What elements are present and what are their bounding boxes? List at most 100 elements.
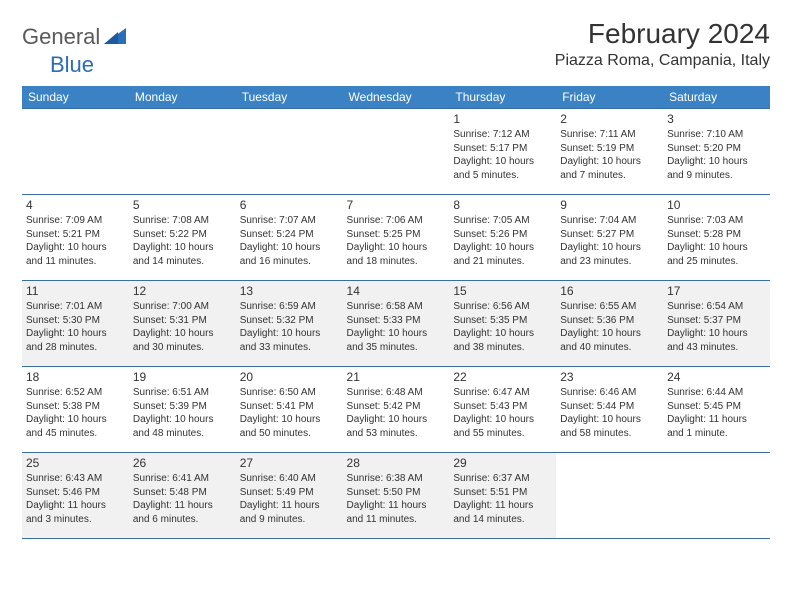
calendar-day-cell: 6 Sunrise: 7:07 AMSunset: 5:24 PMDaylight…	[236, 195, 343, 281]
day-info: Sunrise: 7:09 AMSunset: 5:21 PMDaylight:…	[26, 214, 125, 268]
day-number: 12	[133, 284, 232, 298]
calendar-table: SundayMondayTuesdayWednesdayThursdayFrid…	[22, 86, 770, 539]
calendar-empty-cell	[129, 109, 236, 195]
calendar-day-cell: 9 Sunrise: 7:04 AMSunset: 5:27 PMDaylight…	[556, 195, 663, 281]
day-info: Sunrise: 6:56 AMSunset: 5:35 PMDaylight:…	[453, 300, 552, 354]
day-number: 26	[133, 456, 232, 470]
day-number: 2	[560, 112, 659, 126]
day-info: Sunrise: 6:48 AMSunset: 5:42 PMDaylight:…	[347, 386, 446, 440]
calendar-day-cell: 25 Sunrise: 6:43 AMSunset: 5:46 PMDayligh…	[22, 453, 129, 539]
calendar-day-cell: 13 Sunrise: 6:59 AMSunset: 5:32 PMDayligh…	[236, 281, 343, 367]
calendar-week-row: 25 Sunrise: 6:43 AMSunset: 5:46 PMDayligh…	[22, 453, 770, 539]
day-info: Sunrise: 6:58 AMSunset: 5:33 PMDaylight:…	[347, 300, 446, 354]
title-block: February 2024 Piazza Roma, Campania, Ita…	[555, 18, 770, 70]
weekday-header: Monday	[129, 86, 236, 109]
day-number: 29	[453, 456, 552, 470]
day-info: Sunrise: 6:37 AMSunset: 5:51 PMDaylight:…	[453, 472, 552, 526]
calendar-day-cell: 16 Sunrise: 6:55 AMSunset: 5:36 PMDayligh…	[556, 281, 663, 367]
day-number: 15	[453, 284, 552, 298]
calendar-empty-cell	[663, 453, 770, 539]
location: Piazza Roma, Campania, Italy	[555, 52, 770, 70]
logo-text-blue: Blue	[50, 52, 94, 77]
calendar-day-cell: 1 Sunrise: 7:12 AMSunset: 5:17 PMDaylight…	[449, 109, 556, 195]
calendar-empty-cell	[556, 453, 663, 539]
calendar-day-cell: 15 Sunrise: 6:56 AMSunset: 5:35 PMDayligh…	[449, 281, 556, 367]
day-info: Sunrise: 6:52 AMSunset: 5:38 PMDaylight:…	[26, 386, 125, 440]
calendar-week-row: 1 Sunrise: 7:12 AMSunset: 5:17 PMDaylight…	[22, 109, 770, 195]
weekday-header: Saturday	[663, 86, 770, 109]
day-number: 22	[453, 370, 552, 384]
day-number: 24	[667, 370, 766, 384]
day-info: Sunrise: 7:06 AMSunset: 5:25 PMDaylight:…	[347, 214, 446, 268]
day-info: Sunrise: 6:55 AMSunset: 5:36 PMDaylight:…	[560, 300, 659, 354]
weekday-header: Friday	[556, 86, 663, 109]
day-number: 7	[347, 198, 446, 212]
calendar-day-cell: 21Sunrise: 6:48 AMSunset: 5:42 PMDayligh…	[343, 367, 450, 453]
calendar-empty-cell	[343, 109, 450, 195]
logo: General	[22, 18, 128, 50]
calendar-day-cell: 24 Sunrise: 6:44 AMSunset: 5:45 PMDayligh…	[663, 367, 770, 453]
day-info: Sunrise: 7:12 AMSunset: 5:17 PMDaylight:…	[453, 128, 552, 182]
day-info: Sunrise: 7:05 AMSunset: 5:26 PMDaylight:…	[453, 214, 552, 268]
calendar-week-row: 11 Sunrise: 7:01 AMSunset: 5:30 PMDayligh…	[22, 281, 770, 367]
calendar-head: SundayMondayTuesdayWednesdayThursdayFrid…	[22, 86, 770, 109]
day-info: Sunrise: 7:08 AMSunset: 5:22 PMDaylight:…	[133, 214, 232, 268]
day-info: Sunrise: 6:47 AMSunset: 5:43 PMDaylight:…	[453, 386, 552, 440]
logo-triangle-icon	[104, 26, 126, 49]
day-info: Sunrise: 7:11 AMSunset: 5:19 PMDaylight:…	[560, 128, 659, 182]
day-info: Sunrise: 6:50 AMSunset: 5:41 PMDaylight:…	[240, 386, 339, 440]
weekday-header: Sunday	[22, 86, 129, 109]
day-number: 5	[133, 198, 232, 212]
day-number: 14	[347, 284, 446, 298]
calendar-day-cell: 17 Sunrise: 6:54 AMSunset: 5:37 PMDayligh…	[663, 281, 770, 367]
day-number: 18	[26, 370, 125, 384]
day-number: 8	[453, 198, 552, 212]
day-info: Sunrise: 6:44 AMSunset: 5:45 PMDaylight:…	[667, 386, 766, 440]
calendar-day-cell: 14 Sunrise: 6:58 AMSunset: 5:33 PMDayligh…	[343, 281, 450, 367]
day-info: Sunrise: 7:04 AMSunset: 5:27 PMDaylight:…	[560, 214, 659, 268]
calendar-day-cell: 3Sunrise: 7:10 AMSunset: 5:20 PMDaylight…	[663, 109, 770, 195]
calendar-day-cell: 29 Sunrise: 6:37 AMSunset: 5:51 PMDayligh…	[449, 453, 556, 539]
calendar-day-cell: 12Sunrise: 7:00 AMSunset: 5:31 PMDayligh…	[129, 281, 236, 367]
calendar-day-cell: 5 Sunrise: 7:08 AMSunset: 5:22 PMDaylight…	[129, 195, 236, 281]
calendar-day-cell: 28 Sunrise: 6:38 AMSunset: 5:50 PMDayligh…	[343, 453, 450, 539]
day-number: 6	[240, 198, 339, 212]
day-number: 16	[560, 284, 659, 298]
calendar-day-cell: 8 Sunrise: 7:05 AMSunset: 5:26 PMDaylight…	[449, 195, 556, 281]
day-number: 1	[453, 112, 552, 126]
weekday-header: Tuesday	[236, 86, 343, 109]
weekday-header: Wednesday	[343, 86, 450, 109]
day-number: 13	[240, 284, 339, 298]
day-info: Sunrise: 6:51 AMSunset: 5:39 PMDaylight:…	[133, 386, 232, 440]
calendar-week-row: 18 Sunrise: 6:52 AMSunset: 5:38 PMDayligh…	[22, 367, 770, 453]
calendar-day-cell: 7 Sunrise: 7:06 AMSunset: 5:25 PMDaylight…	[343, 195, 450, 281]
day-info: Sunrise: 6:46 AMSunset: 5:44 PMDaylight:…	[560, 386, 659, 440]
day-info: Sunrise: 6:59 AMSunset: 5:32 PMDaylight:…	[240, 300, 339, 354]
calendar-day-cell: 22 Sunrise: 6:47 AMSunset: 5:43 PMDayligh…	[449, 367, 556, 453]
day-number: 23	[560, 370, 659, 384]
day-info: Sunrise: 6:54 AMSunset: 5:37 PMDaylight:…	[667, 300, 766, 354]
day-info: Sunrise: 6:41 AMSunset: 5:48 PMDaylight:…	[133, 472, 232, 526]
calendar-day-cell: 27 Sunrise: 6:40 AMSunset: 5:49 PMDayligh…	[236, 453, 343, 539]
day-info: Sunrise: 7:07 AMSunset: 5:24 PMDaylight:…	[240, 214, 339, 268]
day-number: 25	[26, 456, 125, 470]
day-info: Sunrise: 7:01 AMSunset: 5:30 PMDaylight:…	[26, 300, 125, 354]
day-info: Sunrise: 6:38 AMSunset: 5:50 PMDaylight:…	[347, 472, 446, 526]
day-number: 19	[133, 370, 232, 384]
calendar-day-cell: 18 Sunrise: 6:52 AMSunset: 5:38 PMDayligh…	[22, 367, 129, 453]
calendar-day-cell: 2 Sunrise: 7:11 AMSunset: 5:19 PMDaylight…	[556, 109, 663, 195]
calendar-day-cell: 10Sunrise: 7:03 AMSunset: 5:28 PMDayligh…	[663, 195, 770, 281]
calendar-day-cell: 4 Sunrise: 7:09 AMSunset: 5:21 PMDaylight…	[22, 195, 129, 281]
month-title: February 2024	[555, 18, 770, 50]
day-number: 17	[667, 284, 766, 298]
day-number: 28	[347, 456, 446, 470]
day-number: 11	[26, 284, 125, 298]
day-number: 4	[26, 198, 125, 212]
day-info: Sunrise: 6:40 AMSunset: 5:49 PMDaylight:…	[240, 472, 339, 526]
day-info: Sunrise: 7:03 AMSunset: 5:28 PMDaylight:…	[667, 214, 766, 268]
day-info: Sunrise: 6:43 AMSunset: 5:46 PMDaylight:…	[26, 472, 125, 526]
day-number: 9	[560, 198, 659, 212]
calendar-week-row: 4 Sunrise: 7:09 AMSunset: 5:21 PMDaylight…	[22, 195, 770, 281]
calendar-day-cell: 19 Sunrise: 6:51 AMSunset: 5:39 PMDayligh…	[129, 367, 236, 453]
day-number: 27	[240, 456, 339, 470]
